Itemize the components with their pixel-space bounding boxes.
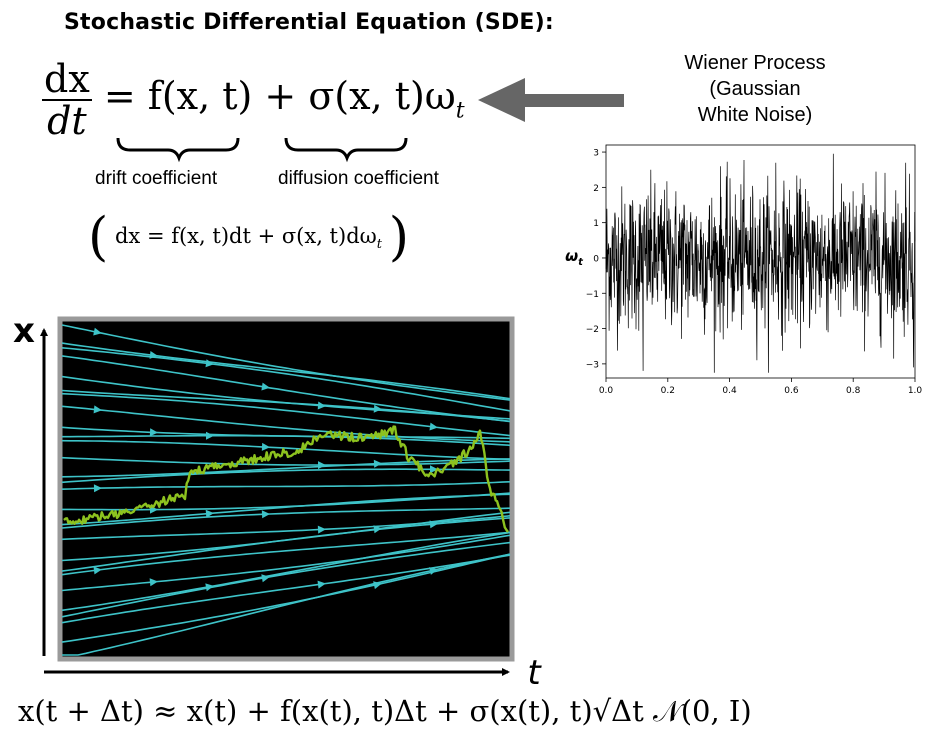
differential-body: dx = f(x, t)dt + σ(x, t)dω <box>114 224 377 248</box>
streamline-arrow-icon <box>373 459 382 468</box>
drift-label: drift coefficient <box>95 168 218 189</box>
fraction-denominator: dt <box>47 99 87 143</box>
equation-rhs-text: = f(x, t) + σ(x, t)ω <box>103 74 456 119</box>
streamline-arrow-icon <box>429 422 438 431</box>
drift-underbrace <box>116 137 240 163</box>
streamline-arrow-icon <box>261 574 270 583</box>
streamline-arrow-icon <box>261 442 270 451</box>
chart-x-ticks: 0.0 0.2 0.4 0.6 0.8 1.0 <box>599 378 923 395</box>
streamline <box>61 342 511 400</box>
y-tick-label: 0 <box>593 254 599 264</box>
streamline <box>61 507 511 529</box>
y-tick-label: 2 <box>593 184 599 194</box>
streamline-arrow-icon <box>373 404 382 413</box>
streamline <box>61 554 511 624</box>
streamline-arrow-icon <box>93 405 102 414</box>
streamline-arrow-icon <box>93 484 102 493</box>
wiener-process-title: Wiener Process (Gaussian White Noise) <box>640 50 870 128</box>
sample-path <box>63 425 509 533</box>
streamline-arrow-icon <box>430 465 438 474</box>
x-tick-label: 0.0 <box>599 386 614 395</box>
chart-y-label-sub: t <box>578 257 584 268</box>
streamline-arrow-icon <box>317 525 326 534</box>
streamline-arrow-icon <box>149 428 158 437</box>
streamline <box>61 481 511 490</box>
sde-equation: dx dt = f(x, t) + σ(x, t)ωt <box>42 60 465 140</box>
y-tick-label: 3 <box>593 149 599 159</box>
streamline-arrow-icon <box>150 505 158 514</box>
wiener-title-line2: (Gaussian <box>709 78 801 100</box>
streamline-arrow-icon <box>261 510 270 519</box>
y-tick-label: −1 <box>586 290 599 300</box>
chart-y-label: ωt <box>565 247 584 268</box>
left-arrow-icon <box>478 78 624 122</box>
chart-y-ticks: 3 2 1 0 −1 −2 −3 <box>586 149 606 370</box>
streamline-arrow-icon <box>205 509 214 518</box>
open-paren: ( <box>88 207 109 268</box>
streamline-arrow-icon <box>149 578 158 587</box>
wiener-title-line3: White Noise) <box>697 104 813 126</box>
streamline <box>61 553 511 643</box>
streamline-arrow-icon <box>205 359 214 368</box>
streamline <box>61 493 511 526</box>
flow-field-plot: x t <box>13 311 542 693</box>
x-tick-label: 0.6 <box>784 386 799 395</box>
euler-maruyama-equation: x(t + Δt) ≈ x(t) + f(x(t), t)Δt + σ(x(t)… <box>18 694 752 728</box>
equation-rhs-subscript: t <box>455 98 465 124</box>
diffusion-underbrace <box>284 137 408 163</box>
x-axis-label: t <box>527 653 542 693</box>
equation-rhs: = f(x, t) + σ(x, t)ωt <box>104 77 465 123</box>
y-axis-label: x <box>13 311 35 351</box>
streamline <box>61 531 511 576</box>
x-tick-label: 1.0 <box>908 386 923 395</box>
streamline <box>61 534 511 592</box>
streamline <box>61 531 511 612</box>
streamline <box>61 439 511 461</box>
y-tick-label: −2 <box>586 325 599 335</box>
streamline <box>61 456 511 466</box>
streamline <box>61 355 511 423</box>
x-tick-label: 0.2 <box>661 386 675 395</box>
differential-equation: ( dx = f(x, t)dt + σ(x, t)dωt ) <box>88 210 409 271</box>
streamline-arrow-icon <box>93 566 102 575</box>
diffusion-label: diffusion coefficient <box>278 168 439 189</box>
streamline-arrow-icon <box>317 580 326 589</box>
streamline <box>61 541 511 618</box>
streamline <box>62 434 511 447</box>
derivative-fraction: dx dt <box>42 60 92 140</box>
streamline <box>61 458 511 478</box>
streamline <box>61 515 511 541</box>
streamline <box>61 389 511 423</box>
streamline <box>61 324 511 401</box>
streamlines <box>61 324 511 656</box>
y-tick-label: −3 <box>586 360 599 370</box>
streamline-arrow-icon <box>93 327 102 336</box>
streamline <box>61 347 511 412</box>
streamline-arrow-icon <box>261 382 270 391</box>
streamline <box>61 405 511 443</box>
streamline-arrow-icon <box>429 520 438 529</box>
wiener-noise-chart: ωt 3 2 1 0 −1 −2 −3 0.0 0.2 0.4 0.6 0.8 1.0 <box>565 144 923 395</box>
x-tick-label: 0.8 <box>846 386 861 395</box>
streamline-arrow-icon <box>206 431 214 440</box>
differential-subscript: t <box>376 237 382 253</box>
fraction-numerator: dx <box>42 57 92 101</box>
close-paren: ) <box>388 207 409 268</box>
y-tick-label: 1 <box>593 219 599 229</box>
x-tick-label: 0.4 <box>722 386 737 395</box>
wiener-title-line1: Wiener Process <box>684 52 826 74</box>
noise-series-line <box>605 153 916 373</box>
streamline-arrow-icon <box>429 567 438 575</box>
page-title: Stochastic Differential Equation (SDE): <box>64 10 554 35</box>
